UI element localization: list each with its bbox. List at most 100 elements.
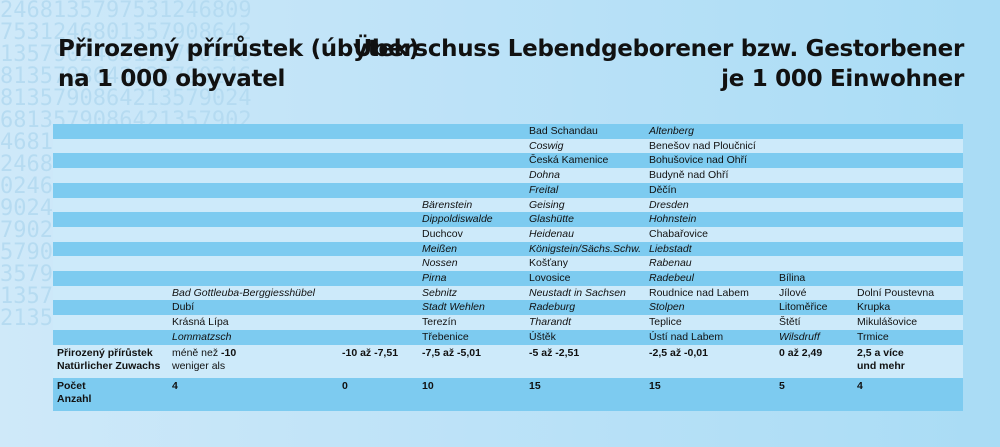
town-cell: Štětí: [775, 315, 853, 330]
town-cell: [53, 212, 168, 227]
town-cell: Dubí: [168, 300, 338, 316]
class-cell-4: -5 až -2,51: [525, 344, 645, 378]
town-cell: [338, 300, 418, 316]
town-cell: Dohna: [525, 168, 645, 183]
town-cell: [53, 153, 168, 169]
town-cell: [338, 168, 418, 183]
class-cell-1-line-1: méně než -10: [172, 347, 338, 360]
town-cell: [853, 271, 963, 286]
town-cell: [53, 315, 168, 330]
town-cell: Duchcov: [418, 226, 525, 242]
town-cell: [775, 197, 853, 213]
town-cell: Krupka: [853, 300, 963, 316]
town-row: Freital Děčín: [53, 182, 963, 198]
class-label-cz: Přirozený přírůstek: [57, 346, 153, 359]
class-label: Přirozený přírůstek Natürlicher Zuwachs: [53, 344, 168, 378]
title-german-line-1: Überschuss Lebendgeborener bzw. Gestorbe…: [353, 36, 965, 62]
town-cell: Krásná Lípa: [168, 315, 338, 330]
town-cell: [338, 271, 418, 286]
town-cell: [338, 138, 418, 154]
town-cell: [53, 329, 168, 345]
town-cell: [853, 197, 963, 213]
town-cell: Liebstadt: [645, 241, 775, 257]
town-cell: [338, 182, 418, 198]
title-czech-line-2: na 1 000 obyvatel: [58, 66, 286, 92]
town-cell: Lovosice: [525, 271, 645, 286]
town-cell: Benešov nad Ploučnicí: [645, 138, 775, 154]
town-cell: Trmice: [853, 329, 963, 345]
class-cell-2: -10 až -7,51: [338, 344, 418, 378]
town-cell: [338, 241, 418, 257]
town-cell: [168, 271, 338, 286]
town-cell: Dippoldiswalde: [418, 212, 525, 227]
town-cell: [853, 226, 963, 242]
count-cell-6: 5: [775, 377, 853, 411]
town-cell: Neustadt in Sachsen: [525, 285, 645, 301]
town-cell: [53, 197, 168, 213]
town-cell: Mikulášovice: [853, 315, 963, 330]
town-cell: [168, 138, 338, 154]
town-cell: [53, 226, 168, 242]
town-cell: Košťany: [525, 256, 645, 272]
towns-table: Bad Schandau Altenberg Coswig Benešov nad P…: [53, 124, 963, 411]
town-cell: [53, 138, 168, 154]
town-cell: [53, 285, 168, 301]
town-cell: [168, 241, 338, 257]
town-cell: Terezín: [418, 315, 525, 330]
town-cell: Ústí nad Labem: [645, 329, 775, 345]
town-cell: Freital: [525, 182, 645, 198]
count-cell-7: 4: [853, 377, 963, 411]
title-german-line-2: je 1 000 Einwohner: [721, 66, 964, 92]
town-cell: [53, 300, 168, 316]
town-cell: [853, 153, 963, 169]
town-row: Dohna Budyně nad Ohří: [53, 168, 963, 183]
class-cell-1-line-2: weniger als: [172, 359, 226, 372]
town-cell: Sebnitz: [418, 285, 525, 301]
count-label-de: Anzahl: [57, 392, 92, 405]
town-cell: Teplice: [645, 315, 775, 330]
class-cell-7-line-1: 2,5 a více: [857, 346, 904, 359]
town-cell: Chabařovice: [645, 226, 775, 242]
town-cell: Bad Schandau: [525, 124, 645, 139]
town-cell: [775, 168, 853, 183]
town-cell: Nossen: [418, 256, 525, 272]
town-cell: [53, 256, 168, 272]
town-cell: [168, 212, 338, 227]
town-cell: [53, 241, 168, 257]
town-row: Coswig Benešov nad Ploučnicí: [53, 138, 963, 154]
title-czech: Přirozený přírůstek (úbytek) na 1 000 ob…: [58, 34, 419, 94]
town-row: Bärenstein Geising Dresden: [53, 197, 963, 213]
town-cell: Litoměřice: [775, 300, 853, 316]
town-cell: [338, 329, 418, 345]
town-cell: Roudnice nad Labem: [645, 285, 775, 301]
town-cell: Česká Kamenice: [525, 153, 645, 169]
town-cell: [418, 138, 525, 154]
title-czech-line-1: Přirozený přírůstek (úbytek): [58, 36, 419, 62]
town-row: Dippoldiswalde Glashütte Hohnstein: [53, 212, 963, 227]
town-cell: [418, 168, 525, 183]
town-cell: [168, 256, 338, 272]
town-row: Pirna Lovosice Radebeul Bílina: [53, 271, 963, 286]
town-cell: [775, 241, 853, 257]
town-cell: Dresden: [645, 197, 775, 213]
town-cell: [168, 226, 338, 242]
town-cell: [853, 256, 963, 272]
town-cell: [53, 168, 168, 183]
class-cell-7: 2,5 a více und mehr: [853, 344, 963, 378]
town-cell: [338, 197, 418, 213]
town-cell: Stolpen: [645, 300, 775, 316]
town-cell: [53, 182, 168, 198]
town-cell: Radebeul: [645, 271, 775, 286]
town-cell: [775, 226, 853, 242]
town-cell: [338, 153, 418, 169]
town-cell: Děčín: [645, 182, 775, 198]
town-cell: Pirna: [418, 271, 525, 286]
town-cell: [853, 168, 963, 183]
town-cell: [168, 168, 338, 183]
town-cell: [168, 197, 338, 213]
town-row: Krásná Lípa Terezín Tharandt Teplice Štětí Mi…: [53, 315, 963, 330]
town-cell: [168, 153, 338, 169]
class-cell-3: -7,5 až -5,01: [418, 344, 525, 378]
town-row: Česká Kamenice Bohušovice nad Ohří: [53, 153, 963, 169]
town-cell: [338, 256, 418, 272]
